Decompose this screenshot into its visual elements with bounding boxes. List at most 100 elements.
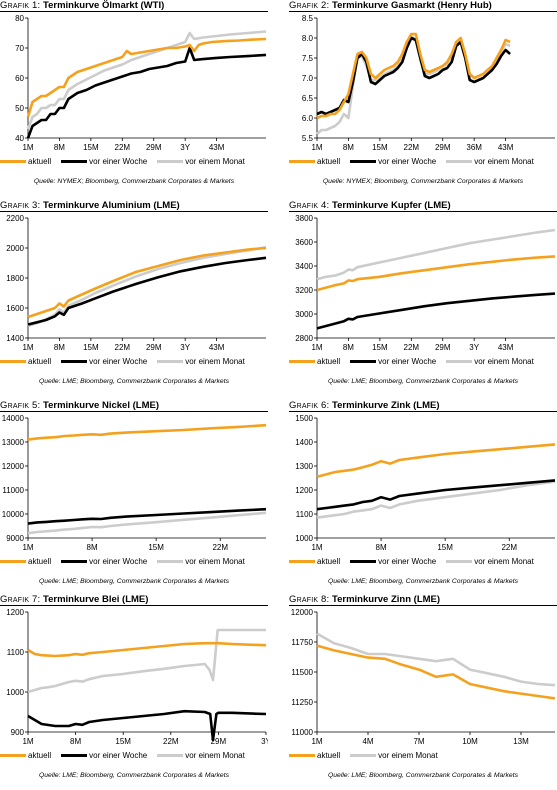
legend-label: vor einer Woche	[89, 557, 148, 566]
series-line-monat	[27, 511, 267, 535]
series-line-monat	[316, 228, 556, 281]
legend-swatch	[350, 360, 377, 364]
chart-legend: aktuell vor einer Woche vor einem Monat	[0, 157, 255, 166]
legend-label: vor einem Monat	[474, 357, 534, 366]
legend-item-woche: vor einer Woche	[350, 157, 436, 166]
x-tick-label: 8M	[343, 343, 354, 352]
series-line-monat	[316, 480, 556, 519]
legend-swatch	[157, 560, 184, 564]
series-line-aktuell	[316, 644, 556, 700]
y-tick-label: 6.5	[302, 94, 314, 103]
chart-legend: aktuell vor einer Woche vor einem Monat	[0, 751, 255, 760]
series-line-woche	[26, 46, 267, 139]
legend-label: aktuell	[317, 751, 341, 760]
y-tick-label: 14000	[2, 414, 25, 423]
x-tick-label: 3Y	[180, 143, 190, 152]
series-line-woche	[316, 479, 556, 511]
legend-label: aktuell	[317, 357, 341, 366]
legend-item-aktuell: aktuell	[0, 157, 51, 166]
legend-label: vor einem Monat	[185, 357, 245, 366]
chart-title: Grafik 7: Terminkurve Blei (LME)	[0, 594, 148, 605]
x-tick-label: 15M	[115, 737, 131, 746]
x-tick-label: 13M	[513, 737, 529, 746]
chart-plot: 11000 11250 11500 11750 12000 1M 4M 7M 10M 13M	[291, 608, 556, 746]
chart-panel-5: Grafik 5: Terminkurve Nickel (LME) 9000 1…	[0, 400, 268, 596]
y-tick-label: 60	[15, 74, 24, 83]
legend-label: vor einem Monat	[185, 557, 245, 566]
x-tick-label: 10M	[462, 737, 478, 746]
x-tick-label: 3Y	[261, 737, 268, 746]
x-tick-label: 22M	[404, 143, 420, 152]
chart-legend: aktuell vor einer Woche vor einem Monat	[289, 157, 544, 166]
title-rule	[0, 211, 268, 212]
legend-swatch	[289, 754, 315, 758]
chart-plot: 900 1000 1100 1200 1M 8M 15M 22M 29M 3Y	[6, 608, 268, 746]
legend-swatch	[350, 754, 377, 758]
y-tick-label: 9000	[6, 534, 24, 543]
chart-title-text: Terminkurve Zink (LME)	[332, 400, 440, 411]
legend-item-monat: vor einem Monat	[446, 157, 534, 166]
legend-label: aktuell	[28, 751, 52, 760]
series-line-monat	[27, 628, 266, 694]
chart-title-text: Terminkurve Gasmarkt (Henry Hub)	[332, 0, 492, 11]
y-tick-label: 6.0	[302, 114, 314, 123]
legend-swatch	[157, 160, 184, 164]
legend-item-monat: vor einem Monat	[157, 751, 245, 760]
legend-item-aktuell: aktuell	[289, 751, 340, 760]
legend-swatch	[61, 160, 88, 164]
legend-item-aktuell: aktuell	[289, 157, 340, 166]
series-line-aktuell	[27, 641, 267, 658]
legend-item-woche: vor einer Woche	[61, 751, 147, 760]
legend-swatch	[446, 160, 473, 164]
legend-item-woche: vor einer Woche	[61, 357, 147, 366]
chart-title: Grafik 6: Terminkurve Zink (LME)	[289, 400, 440, 411]
x-tick-label: 15M	[437, 543, 453, 552]
chart-title-text: Terminkurve Blei (LME)	[43, 594, 149, 605]
chart-source: Quelle: LME; Bloomberg, Commerzbank Corp…	[38, 378, 229, 385]
legend-item-monat: vor einem Monat	[157, 357, 245, 366]
chart-title: Grafik 2: Terminkurve Gasmarkt (Henry Hu…	[289, 0, 492, 11]
chart-panel-7: Grafik 7: Terminkurve Blei (LME) 900 1000…	[0, 594, 268, 790]
legend-label: vor einer Woche	[378, 357, 437, 366]
chart-source: Quelle: LME; Bloomberg, Commerzbank Corp…	[38, 578, 229, 585]
series-line-monat	[26, 30, 267, 130]
x-tick-label: 7M	[413, 737, 424, 746]
x-tick-label: 22M	[115, 343, 131, 352]
series-line-aktuell	[316, 443, 556, 479]
legend-label: aktuell	[317, 157, 341, 166]
legend-label: aktuell	[28, 557, 52, 566]
y-tick-label: 8.0	[302, 34, 314, 43]
legend-label: aktuell	[28, 357, 52, 366]
chart-source: Quelle: LME; Bloomberg, Commerzbank Corp…	[327, 378, 518, 385]
y-tick-label: 50	[15, 104, 24, 113]
series-line-woche	[27, 709, 267, 742]
legend-swatch	[289, 360, 315, 364]
legend-label: aktuell	[317, 557, 341, 566]
grafik-number: Grafik 4:	[289, 200, 330, 211]
legend-item-monat: vor einem Monat	[157, 557, 245, 566]
chart-panel-1: Grafik 1: Terminkurve Ölmarkt (WTI) 40 50…	[0, 0, 268, 196]
chart-title: Grafik 8: Terminkurve Zinn (LME)	[289, 594, 440, 605]
y-tick-label: 11500	[291, 668, 313, 677]
y-tick-label: 12000	[2, 462, 25, 471]
x-tick-label: 1M	[311, 143, 322, 152]
chart-legend: aktuell vor einem Monat	[289, 751, 448, 760]
y-tick-label: 80	[15, 14, 24, 23]
y-tick-label: 7.5	[302, 54, 314, 63]
legend-item-aktuell: aktuell	[0, 557, 51, 566]
chart-plot: 1000 1100 1200 1300 1400 1500 1M 8M 15M 22M	[295, 414, 556, 552]
x-tick-label: 22M	[404, 343, 420, 352]
chart-panel-4: Grafik 4: Terminkurve Kupfer (LME) 2800 3…	[289, 200, 557, 396]
y-tick-label: 70	[15, 44, 24, 53]
chart-plot: 5.5 6.0 6.5 7.0 7.5 8.0 8.5 1M 8M 15M 22M 29M 36M 43M	[302, 14, 555, 152]
chart-plot: 2800 3000 3200 3400 3600 3800 1M 8M 15M 22M 29M 3Y 4…	[295, 214, 556, 352]
chart-panel-2: Grafik 2: Terminkurve Gasmarkt (Henry Hu…	[289, 0, 557, 196]
y-tick-label: 3600	[295, 238, 313, 247]
y-tick-label: 3400	[295, 262, 313, 271]
y-tick-label: 1300	[295, 462, 313, 471]
x-tick-label: 8M	[70, 737, 81, 746]
y-tick-label: 7.0	[302, 74, 314, 83]
grafik-number: Grafik 5:	[0, 400, 41, 411]
chart-panel-8: Grafik 8: Terminkurve Zinn (LME) 11000 11…	[289, 594, 557, 790]
y-tick-label: 900	[11, 728, 25, 737]
